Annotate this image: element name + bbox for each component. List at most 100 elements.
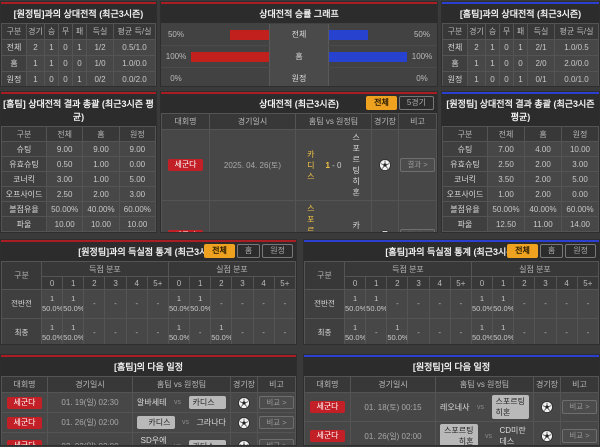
result-button[interactable]: 결과 > [400, 229, 435, 232]
table-header-row: 0 1 2 3 4 5+ 0 1 2 3 4 5+ [2, 276, 296, 290]
col-header: 패 [72, 23, 87, 40]
match-teams: SD우에스카 vs 카디스 [134, 435, 230, 445]
left-percent-label: 100% [165, 52, 187, 61]
soccer-ball-icon[interactable] [379, 159, 391, 171]
col-header: 2 [210, 276, 233, 290]
table-row: 코너킥 3.50 2.00 5.00 [442, 171, 599, 187]
col-header: 경기 [26, 23, 45, 40]
table-row: 슈팅 9.00 9.00 9.00 [1, 141, 156, 157]
cell: 7.00 [487, 141, 525, 157]
cell: 0.0/2.0 [113, 71, 156, 86]
cell: 1 [513, 39, 528, 56]
panel-title: [원정팀] 상대전적 결과 총괄 (최근3시즌 평균) [442, 92, 599, 126]
filter-away-button[interactable]: 원정 [565, 244, 596, 258]
graph-row-label: 원정 [269, 68, 329, 86]
filter-all-button[interactable]: 전체 [366, 96, 397, 110]
match-teams: 스포르팅히혼 2 - 0 카디스 [297, 203, 371, 233]
compare-button[interactable]: 비교 > [259, 415, 294, 430]
compare-button[interactable]: 비교 > [562, 429, 597, 443]
cell: 0 [499, 39, 514, 56]
cell: 1 [467, 71, 486, 86]
cell: - [449, 289, 472, 319]
col-header: 전체 [45, 126, 84, 142]
col-header: 홈팀 vs 원정팀 [132, 376, 231, 393]
col-header: 구분 [1, 126, 47, 142]
soccer-ball-icon[interactable] [238, 416, 250, 429]
cell: 4.00 [524, 141, 562, 157]
cell: 2.00 [524, 156, 562, 172]
away-bar-area [329, 68, 407, 86]
col-header: 패 [513, 23, 528, 40]
compare-button[interactable]: 비교 > [562, 400, 597, 414]
row-label: 볼점유율 [442, 201, 488, 217]
away-vs-home-record-panel: [홈팀]과의 상대전적 (최근3시즌) 구분 경기 승 무 패 득실 평균 득/… [441, 1, 600, 87]
match-score: 1 - 0 [325, 160, 342, 170]
result-button[interactable]: 결과 > [400, 158, 435, 172]
table-row: 전반전 1 50.0% 1 50.0% - - - -1 50.0% 1 50.0% - - - - [1, 289, 296, 319]
col-header: 0 [343, 276, 367, 290]
soccer-ball-icon[interactable] [541, 401, 553, 413]
row-label: 원정 [442, 71, 468, 86]
filter-home-button[interactable]: 홈 [539, 244, 564, 258]
cell: 1 [467, 55, 486, 72]
soccer-ball-icon[interactable] [238, 440, 250, 445]
col-header: 2 [83, 276, 106, 290]
schedule-row: 세군다 01. 26(일) 02:00 스포르팅히혼 vs CD미란데스 비교 … [304, 421, 599, 445]
col-header: 0 [40, 276, 64, 290]
table-row: 홈 1 1 0 0 2/0 2.0/0.0 [442, 55, 599, 72]
col-header: 1 [189, 276, 212, 290]
col-header: 구분 [1, 23, 27, 40]
compare-button[interactable]: 비교 > [259, 439, 294, 445]
row-label: 파울 [442, 216, 488, 232]
filter-all-button[interactable]: 전체 [204, 244, 235, 258]
left-percent-label: 0% [170, 74, 182, 83]
panel-title: [홈팀]과의 상대전적 (최근3시즌) [442, 2, 599, 23]
cell: 0 [58, 55, 73, 72]
soccer-ball-icon[interactable] [379, 230, 391, 232]
soccer-ball-icon[interactable] [541, 430, 553, 442]
col-header: 2 [386, 276, 409, 290]
col-header: 5+ [273, 276, 296, 290]
cell: 9.00 [118, 141, 156, 157]
filter-away-button[interactable]: 원정 [262, 244, 293, 258]
panel-title: [원정팀]과의 상대전적 (최근3시즌) [1, 2, 156, 23]
compare-button[interactable]: 비교 > [259, 395, 294, 410]
soccer-ball-icon[interactable] [238, 396, 250, 409]
cell: 2.00 [524, 186, 562, 202]
panel-title: 상대전적 승률 그래프 [161, 2, 437, 23]
match-date: 2025. 04. 26(토) [209, 129, 296, 201]
home-team-name: 스포르팅히혼 [307, 204, 315, 233]
cell: 2/0 [527, 55, 555, 72]
col-header: 무 [499, 23, 514, 40]
cell: - [231, 318, 254, 344]
vs-label: vs [485, 432, 492, 440]
graph-row: 50% 전체 50% [161, 24, 437, 46]
filter-all-button[interactable]: 전체 [507, 244, 538, 258]
col-header: 5+ [576, 276, 599, 290]
away-bar-area [329, 24, 407, 45]
cell: 1 [72, 39, 87, 56]
band-goal-stats: [원정팀]과의 득실점 통계 (최근3시즌) 전체 홈 원정 구분 득점 분포 … [0, 239, 600, 345]
league-badge: 세군다 [310, 430, 345, 442]
cell: 3.00 [524, 231, 562, 232]
cell: 3.00 [118, 186, 156, 202]
vs-label: vs [182, 419, 189, 426]
row-label: 최종 [304, 318, 345, 344]
col-header: 4 [252, 276, 275, 290]
home-goal-stats-panel: [원정팀]과의 득실점 통계 (최근3시즌) 전체 홈 원정 구분 득점 분포 … [0, 239, 297, 345]
cell: 1.00 [82, 156, 120, 172]
col-header: 홈 [524, 126, 562, 142]
cell: - [104, 318, 127, 344]
home-team-name: 알바세테 [137, 398, 167, 407]
cell: 2 [467, 39, 486, 56]
filter-buttons: 전체 홈 원정 [507, 244, 596, 258]
cell: 1.0/0.5 [554, 39, 599, 56]
cell: 50.00% [487, 201, 525, 217]
filter-home-button[interactable]: 홈 [236, 244, 261, 258]
graph-row: 0% 원정 0% [161, 68, 437, 86]
table-row: 원정 1 0 0 1 0/1 0.0/1.0 [442, 71, 599, 86]
filter-5games-button[interactable]: 5경기 [398, 96, 434, 110]
table-row: 오프사이드 2.50 2.00 3.00 [1, 186, 156, 202]
table-header-row: 대회명 경기일시 홈팀 vs 원정팀 경기장 비고 [161, 113, 437, 130]
cell: 5.00 [118, 171, 156, 187]
